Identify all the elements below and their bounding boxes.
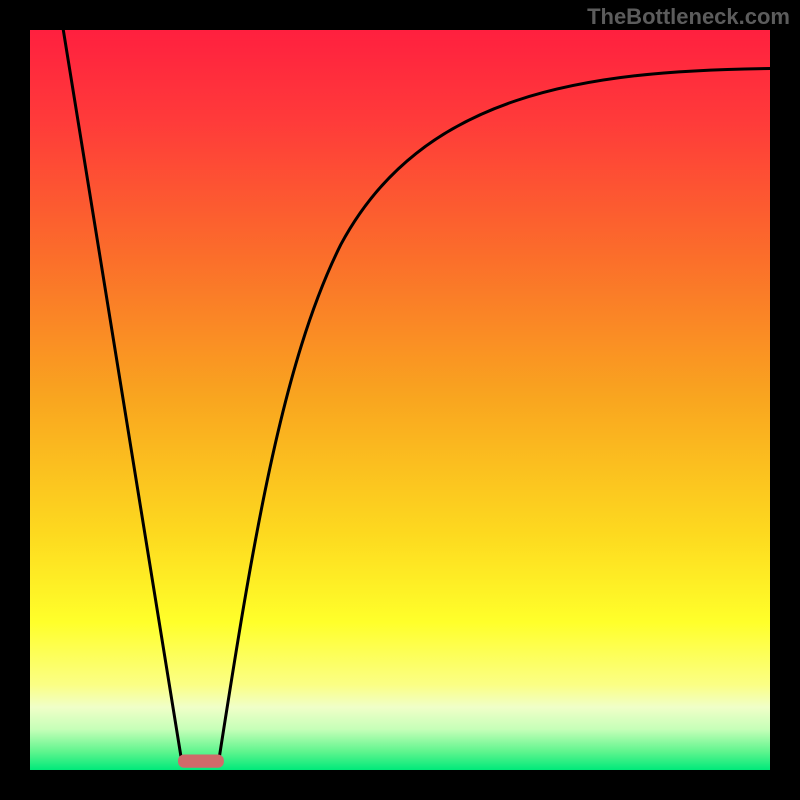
- bottleneck-chart: [0, 0, 800, 800]
- chart-container: TheBottleneck.com: [0, 0, 800, 800]
- watermark-text: TheBottleneck.com: [587, 4, 790, 30]
- bottleneck-marker: [178, 754, 224, 767]
- plot-area: [30, 30, 770, 770]
